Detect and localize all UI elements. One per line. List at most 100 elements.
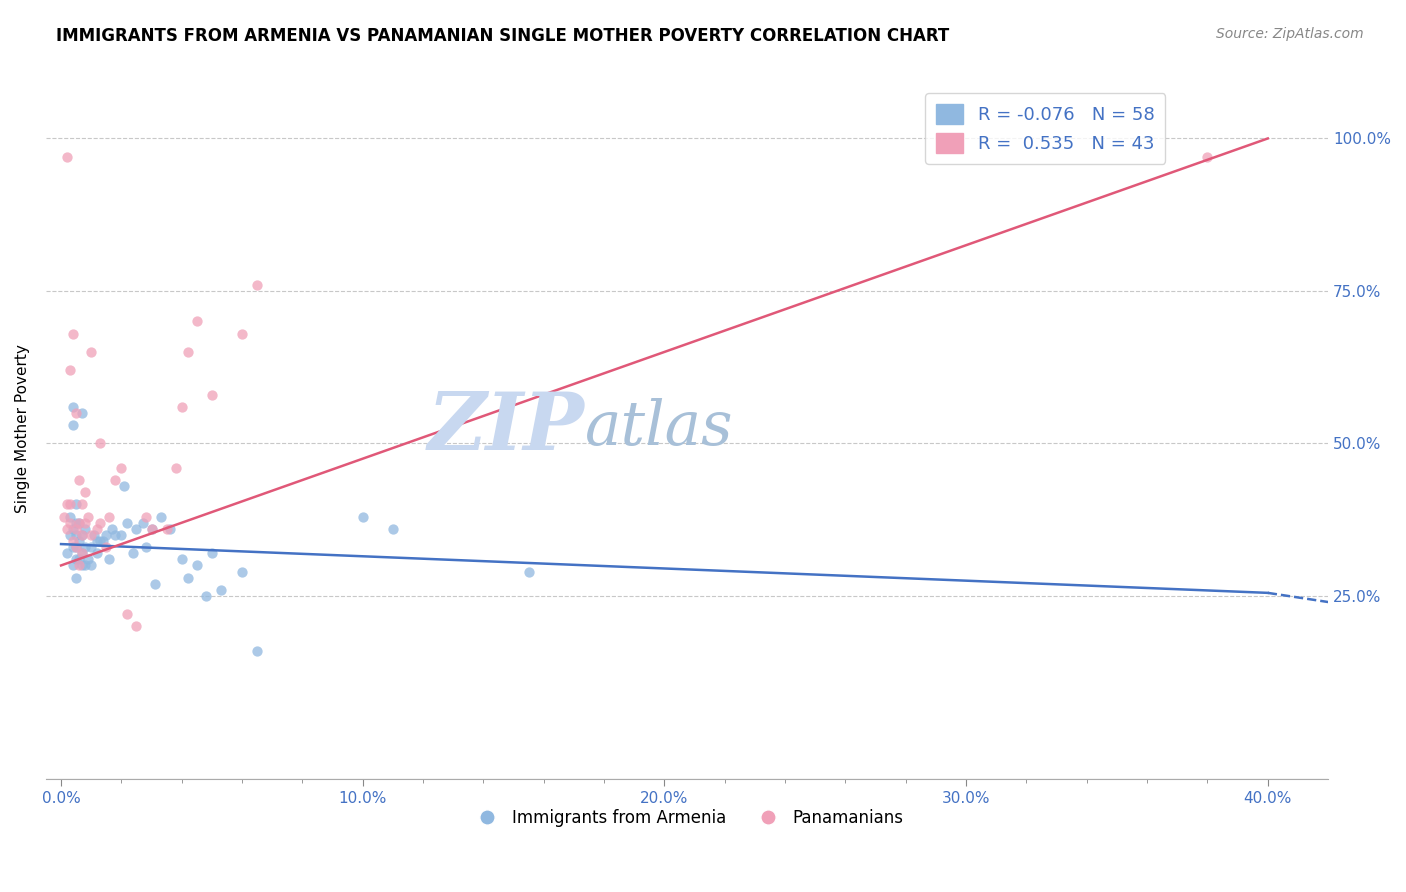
Point (75, 540, 97, 554)
Point (98, 552, 121, 566)
Point (67, 534, 90, 549)
Point (59, 509, 82, 524)
Point (67, 516, 90, 530)
Point (117, 516, 139, 530)
Point (65, 571, 87, 585)
Point (125, 522, 148, 536)
Point (159, 522, 181, 536)
Point (143, 576, 166, 591)
Point (246, 277, 269, 292)
Point (149, 509, 172, 524)
Point (131, 516, 153, 530)
Point (104, 473, 127, 487)
Point (186, 314, 208, 328)
Point (70, 558, 93, 573)
Point (141, 522, 163, 536)
Point (156, 522, 179, 536)
Point (117, 607, 139, 622)
Point (231, 326, 253, 341)
Point (80, 345, 103, 359)
Point (101, 522, 124, 536)
Point (65, 540, 87, 554)
Point (65, 522, 87, 536)
Point (89, 534, 111, 549)
Point (104, 528, 127, 542)
Point (110, 528, 132, 542)
Point (86, 534, 108, 549)
Point (80, 558, 103, 573)
Point (165, 460, 187, 475)
Point (70, 546, 93, 560)
Point (98, 509, 121, 524)
Point (75, 485, 97, 500)
Point (201, 387, 224, 401)
Point (65, 516, 87, 530)
Point (80, 528, 103, 542)
Point (62, 400, 84, 414)
Point (186, 558, 208, 573)
Legend: Immigrants from Armenia, Panamanians: Immigrants from Armenia, Panamanians (464, 803, 911, 834)
Point (170, 552, 193, 566)
Point (170, 400, 193, 414)
Point (65, 406, 87, 420)
Point (89, 516, 111, 530)
Point (1197, 150, 1219, 164)
Point (62, 534, 84, 549)
Point (65, 498, 87, 512)
Point (65, 528, 87, 542)
Point (75, 558, 97, 573)
Point (77, 509, 100, 524)
Point (86, 522, 108, 536)
Point (125, 619, 148, 633)
Point (96, 528, 118, 542)
Point (177, 345, 200, 359)
Text: IMMIGRANTS FROM ARMENIA VS PANAMANIAN SINGLE MOTHER POVERTY CORRELATION CHART: IMMIGRANTS FROM ARMENIA VS PANAMANIAN SI… (56, 27, 949, 45)
Point (110, 460, 132, 475)
Point (65, 552, 87, 566)
Point (59, 528, 82, 542)
Point (70, 498, 93, 512)
Point (59, 498, 82, 512)
Point (56, 546, 79, 560)
Point (194, 589, 217, 603)
Point (62, 540, 84, 554)
Point (80, 540, 103, 554)
Point (62, 418, 84, 433)
Text: Source: ZipAtlas.com: Source: ZipAtlas.com (1216, 27, 1364, 41)
Text: atlas: atlas (585, 398, 733, 458)
Point (177, 571, 200, 585)
Point (246, 644, 269, 658)
Point (53, 509, 76, 524)
Point (67, 552, 90, 566)
Point (70, 528, 93, 542)
Point (86, 546, 108, 560)
Point (201, 546, 224, 560)
Point (75, 522, 97, 536)
Point (141, 522, 163, 536)
Point (62, 522, 84, 536)
Point (89, 436, 111, 450)
Point (67, 558, 90, 573)
Text: ZIP: ZIP (427, 390, 585, 467)
Point (517, 565, 540, 579)
Point (70, 546, 93, 560)
Point (77, 552, 100, 566)
Point (352, 509, 374, 524)
Point (96, 540, 118, 554)
Y-axis label: Single Mother Poverty: Single Mother Poverty (15, 343, 30, 513)
Point (67, 516, 90, 530)
Point (83, 528, 105, 542)
Point (62, 558, 84, 573)
Point (59, 363, 82, 377)
Point (112, 479, 135, 493)
Point (56, 150, 79, 164)
Point (75, 516, 97, 530)
Point (135, 540, 157, 554)
Point (70, 528, 93, 542)
Point (65, 540, 87, 554)
Point (381, 522, 404, 536)
Point (209, 582, 232, 597)
Point (59, 516, 82, 530)
Point (91, 534, 114, 549)
Point (56, 522, 79, 536)
